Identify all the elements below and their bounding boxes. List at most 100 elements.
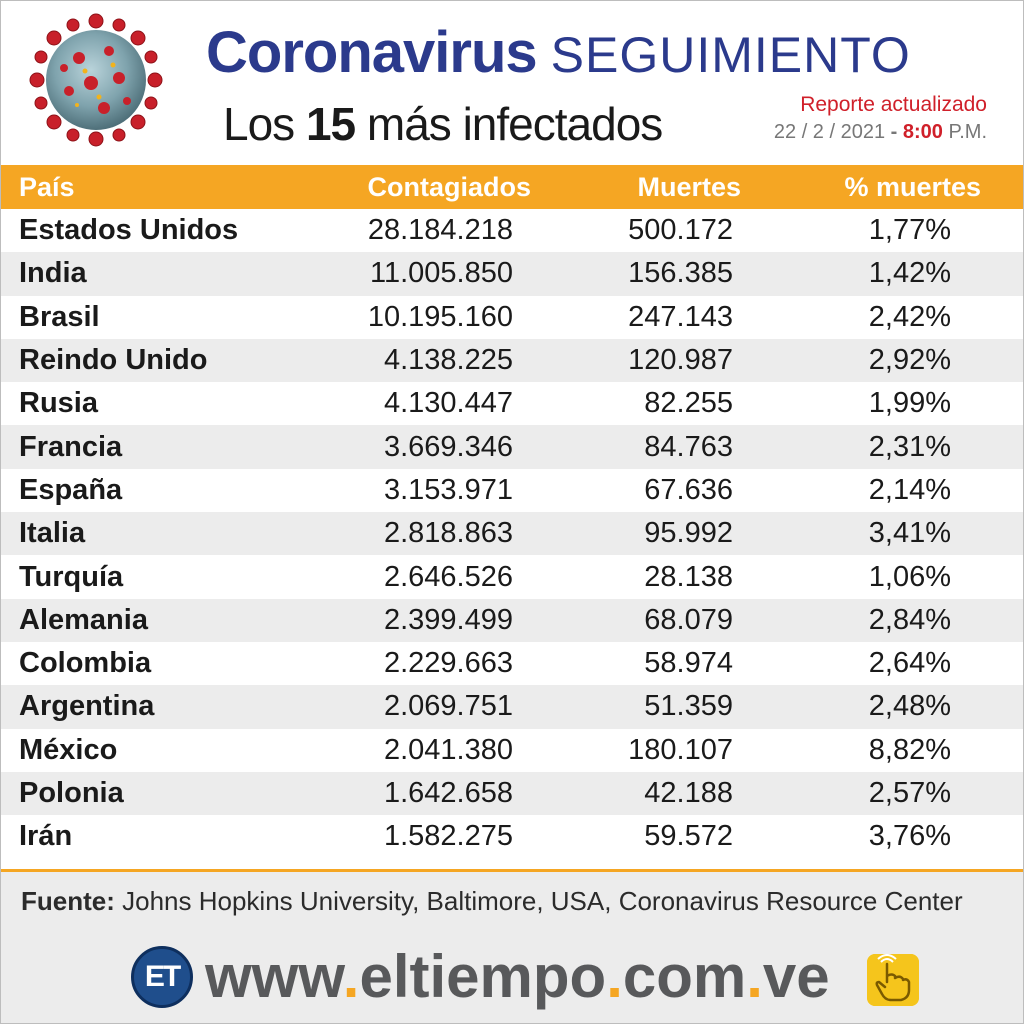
cell-pct: 1,77% <box>868 214 951 247</box>
url-part: www <box>205 943 343 1010</box>
table-row: Colombia 2.229.663 58.974 2,64% <box>1 642 1023 685</box>
cell-country: Estados Unidos <box>19 214 239 247</box>
cell-deaths: 247.143 <box>628 300 733 333</box>
table-row: Irán 1.582.275 59.572 3,76% <box>1 815 1023 858</box>
cell-pct: 2,57% <box>868 777 951 809</box>
col-header-country: País <box>19 171 75 202</box>
coronavirus-icon <box>29 13 163 147</box>
cell-deaths: 95.992 <box>644 517 733 550</box>
cell-cases: 10.195.160 <box>367 300 513 333</box>
col-header-pct: % muertes <box>844 171 981 202</box>
report-separator: - <box>885 121 903 143</box>
url-dot: . <box>606 943 623 1010</box>
cell-pct: 1,42% <box>868 257 951 290</box>
col-header-cases: Contagiados <box>367 171 531 202</box>
report-label: Reporte actualizado <box>800 93 987 116</box>
cell-cases: 2.399.499 <box>383 603 513 636</box>
table-row: Turquía 2.646.526 28.138 1,06% <box>1 555 1023 598</box>
page-title: Coronavirus SEGUIMIENTO <box>206 19 911 86</box>
website[interactable]: ET www.eltiempo.com.ve <box>131 942 830 1011</box>
url-part: eltiempo <box>359 943 607 1010</box>
cell-deaths: 42.188 <box>644 777 733 809</box>
title-sub: SEGUIMIENTO <box>550 27 911 83</box>
cell-deaths: 156.385 <box>628 257 733 290</box>
cell-country: Rusia <box>19 387 98 420</box>
source-text: Johns Hopkins University, Baltimore, USA… <box>114 886 963 916</box>
cell-country: India <box>19 257 87 290</box>
source-label: Fuente: <box>21 886 115 916</box>
subtitle-post: más infectados <box>355 98 663 150</box>
cell-country: Italia <box>19 517 86 550</box>
cell-country: México <box>19 733 118 766</box>
cell-deaths: 51.359 <box>644 690 733 723</box>
subtitle-number: 15 <box>305 98 356 150</box>
cell-pct: 2,42% <box>868 300 951 333</box>
cell-pct: 3,76% <box>868 820 951 853</box>
subtitle: Los 15 más infectados <box>223 97 663 151</box>
cell-cases: 2.069.751 <box>383 690 513 723</box>
pointing-hand-icon <box>867 954 919 1006</box>
cell-pct: 2,14% <box>868 473 951 506</box>
cell-pct: 1,99% <box>868 387 951 420</box>
cell-pct: 2,92% <box>868 344 951 377</box>
cell-pct: 2,64% <box>868 647 951 680</box>
title-main: Coronavirus <box>206 20 538 85</box>
table-row: Italia 2.818.863 95.992 3,41% <box>1 512 1023 556</box>
cell-deaths: 68.079 <box>644 603 733 636</box>
et-logo: ET <box>131 945 193 1008</box>
footer: Fuente: Johns Hopkins University, Baltim… <box>1 872 1023 1023</box>
cell-country: Irán <box>19 820 73 853</box>
cell-deaths: 120.987 <box>628 344 733 377</box>
url-part: com <box>622 943 747 1010</box>
website-url[interactable]: www.eltiempo.com.ve <box>205 942 830 1011</box>
cell-deaths: 82.255 <box>644 387 733 420</box>
cell-deaths: 180.107 <box>628 733 733 766</box>
cell-pct: 3,41% <box>868 517 951 550</box>
header: Coronavirus SEGUIMIENTO Los 15 más infect… <box>1 1 1023 159</box>
cell-country: Brasil <box>19 300 100 333</box>
cell-pct: 1,06% <box>868 560 951 593</box>
url-part: ve <box>762 943 830 1010</box>
cell-cases: 2.041.380 <box>383 733 513 766</box>
table-row: Brasil 10.195.160 247.143 2,42% <box>1 296 1023 339</box>
cell-deaths: 67.636 <box>644 473 733 506</box>
table-row: Reindo Unido 4.138.225 120.987 2,92% <box>1 338 1023 383</box>
cell-country: Argentina <box>19 690 155 723</box>
report-datetime: 22 / 2 / 2021 - 8:00 P.M. <box>774 121 987 144</box>
cell-cases: 2.229.663 <box>383 647 513 680</box>
cell-deaths: 28.138 <box>644 560 733 593</box>
cell-country: Colombia <box>19 647 152 680</box>
report-time: 8:00 <box>902 121 943 143</box>
cell-cases: 2.818.863 <box>383 517 513 550</box>
cell-pct: 2,31% <box>868 430 951 463</box>
data-table: País Contagiados Muertes % muertes Estad… <box>1 165 1023 858</box>
table-row: Rusia 4.130.447 82.255 1,99% <box>1 382 1023 425</box>
table-row: Francia 3.669.346 84.763 2,31% <box>1 425 1023 469</box>
source-note: Fuente: Johns Hopkins University, Baltim… <box>21 886 963 917</box>
table-row: India 11.005.850 156.385 1,42% <box>1 252 1023 296</box>
report-ampm: P.M. <box>942 121 987 143</box>
report-info: Reporte actualizado 22 / 2 / 2021 - 8:00… <box>774 93 987 144</box>
cell-pct: 2,48% <box>868 690 951 723</box>
cell-cases: 4.138.225 <box>383 344 513 377</box>
cell-cases: 1.582.275 <box>383 820 513 853</box>
table-row: Alemania 2.399.499 68.079 2,84% <box>1 598 1023 642</box>
cell-country: Turquía <box>19 560 124 593</box>
cell-deaths: 59.572 <box>644 820 733 853</box>
cell-deaths: 84.763 <box>644 430 733 463</box>
cell-cases: 1.642.658 <box>383 777 513 809</box>
url-dot: . <box>342 943 360 1010</box>
url-dot: . <box>746 943 763 1010</box>
cell-cases: 4.130.447 <box>383 387 513 420</box>
subtitle-pre: Los <box>223 98 306 150</box>
cell-country: Polonia <box>19 777 124 809</box>
cell-pct: 2,84% <box>868 603 951 636</box>
table-row: México 2.041.380 180.107 8,82% <box>1 729 1023 772</box>
cell-country: Alemania <box>19 603 148 636</box>
divider <box>1 869 1023 872</box>
cell-cases: 3.669.346 <box>383 430 513 463</box>
cell-cases: 11.005.850 <box>370 257 513 290</box>
cell-cases: 3.153.971 <box>383 473 513 506</box>
table-header: País Contagiados Muertes % muertes <box>1 165 1023 209</box>
